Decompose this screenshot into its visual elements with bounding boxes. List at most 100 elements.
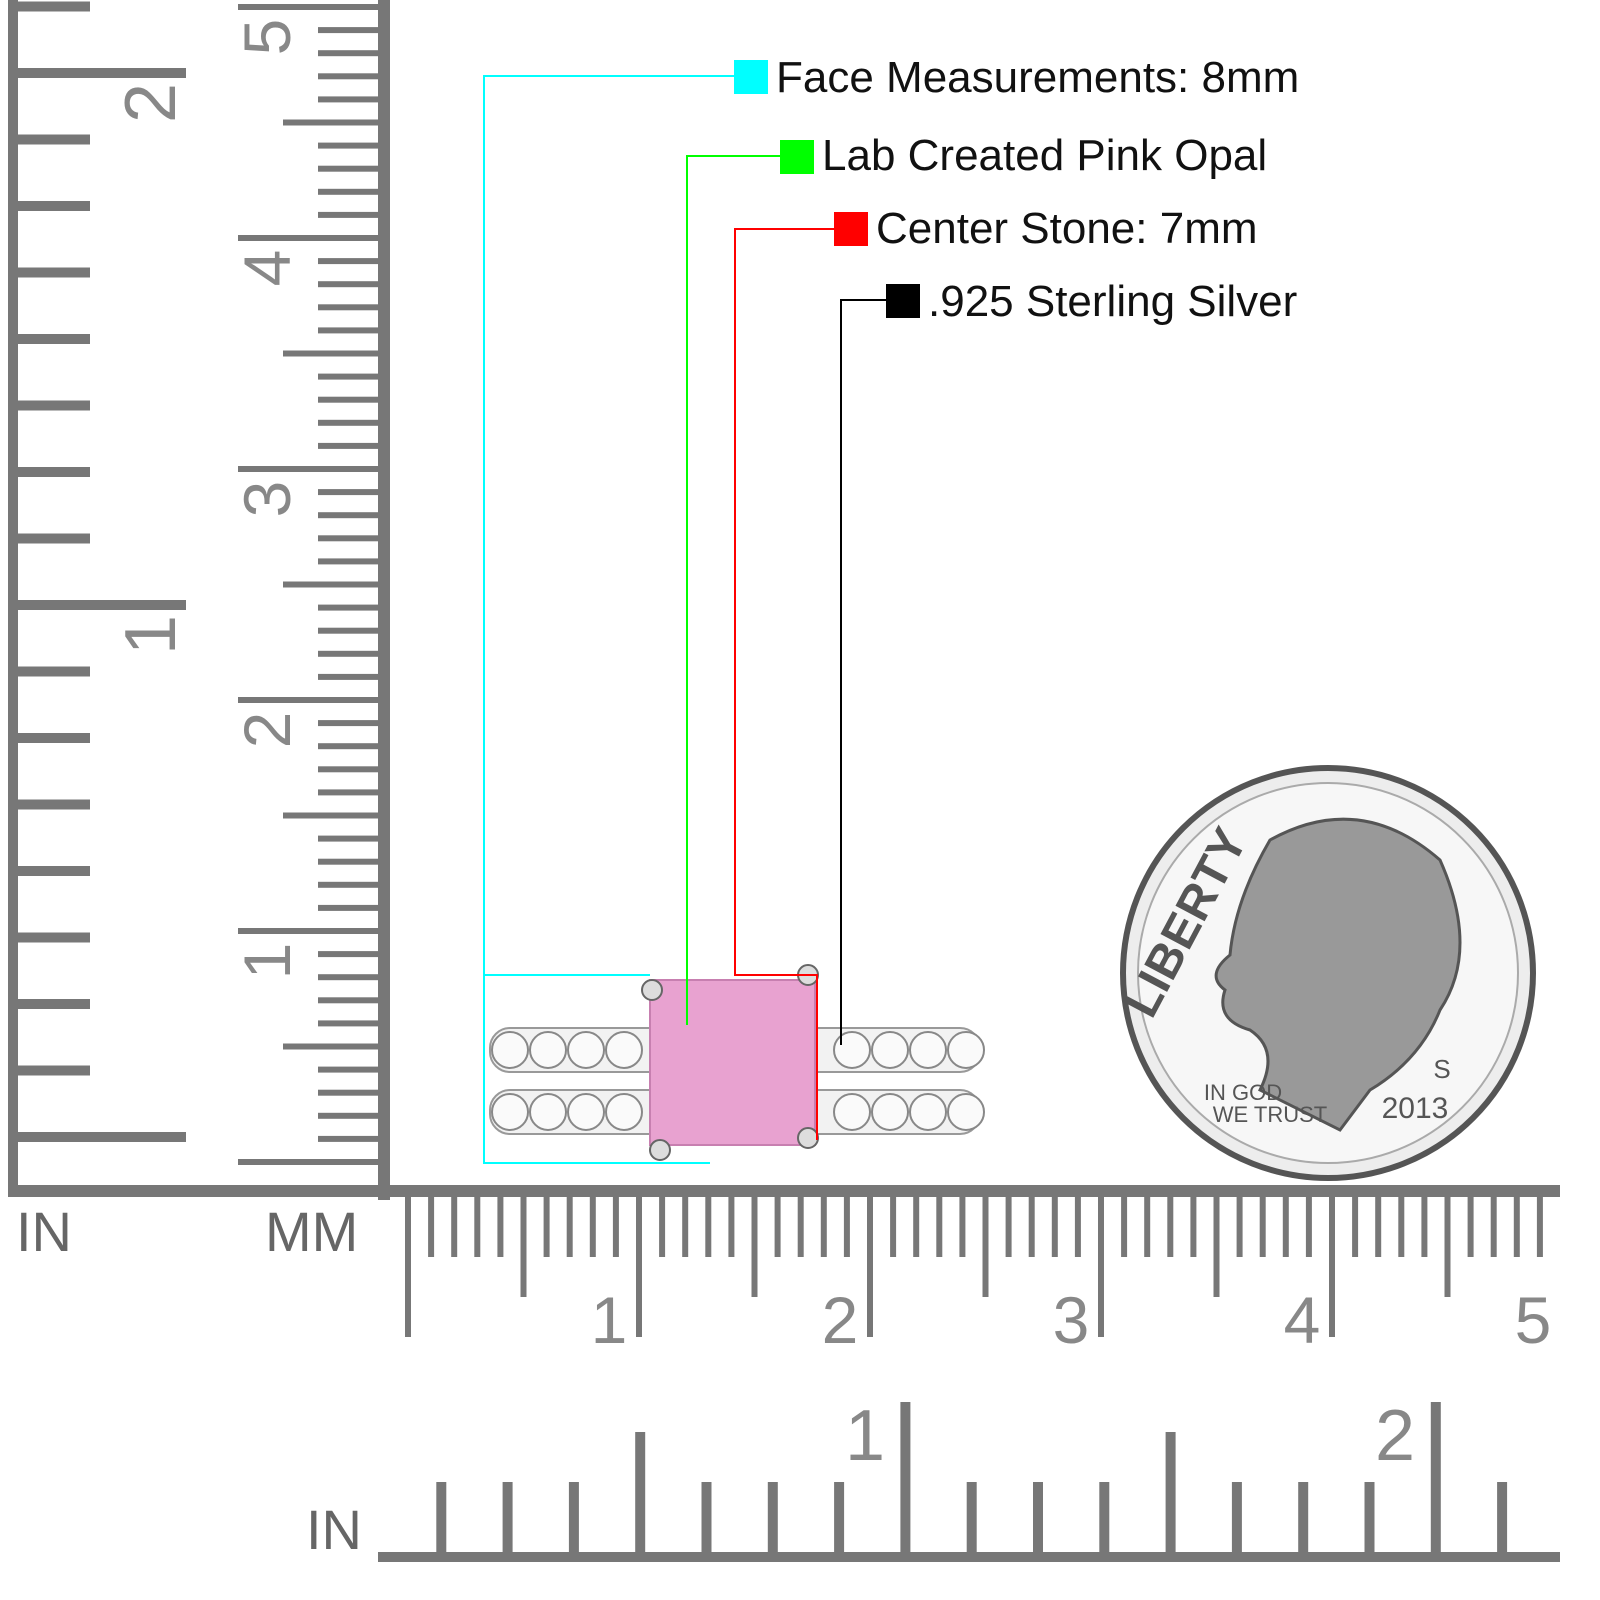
left-mm-unit-label: MM [265,1200,359,1263]
left-mm-tick [283,119,378,126]
bottom-mm-tick [820,1197,827,1257]
left-cm-number: 2 [230,712,304,749]
bottom-mm-tick [1490,1197,1497,1257]
side-stone [909,1031,947,1069]
bottom-inch-unit-label: IN [306,1498,362,1561]
left-cm-number: 4 [230,250,304,287]
left-mm-tick [318,258,378,265]
bottom-mm-tick [1213,1197,1220,1297]
side-stone [909,1093,947,1131]
bottom-mm-tick [1398,1197,1405,1257]
bottom-mm-tick [497,1197,504,1257]
left-cm-number: 3 [230,481,304,518]
left-mm-tick [318,96,378,103]
bottom-mm-tick [566,1197,573,1257]
side-stone [605,1093,643,1131]
bottom-mm-tick [1190,1197,1197,1257]
left-mm-tick [318,720,378,727]
left-mm-tick [318,858,378,865]
left-inch-tick [18,866,90,876]
bottom-mm-tick [797,1197,804,1257]
bottom-cm-number: 3 [1053,1283,1090,1357]
bottom-mm-tick [1282,1197,1289,1257]
left-inch-tick [18,334,90,344]
left-mm-tick [238,1159,378,1165]
face-measurement-leader [483,75,734,1164]
bottom-mm-tick [959,1197,966,1257]
callout-center-stone: Center Stone: 7mm [876,204,1258,253]
bottom-mm-tick [1467,1197,1474,1257]
left-inch-tick [18,733,90,743]
left-mm-tick [318,835,378,842]
prong [649,1139,671,1161]
side-stone [947,1031,985,1069]
bottom-ruler-edge [378,1552,1560,1562]
left-mm-tick [318,27,378,34]
left-mm-tick [318,188,378,195]
bottom-mm-tick [1121,1197,1128,1257]
bottom-mm-tick [636,1197,642,1337]
bottom-inch-number: 2 [1375,1396,1415,1476]
left-mm-tick [318,304,378,311]
side-stone [529,1031,567,1069]
bottom-inch-tick [568,1482,579,1552]
left-mm-tick [318,673,378,680]
bottom-mm-tick [1005,1197,1012,1257]
left-inch-tick [18,134,90,145]
left-mm-tick [318,766,378,773]
side-stone [833,1093,871,1131]
bottom-mm-tick [913,1197,920,1257]
bottom-mm-tick [1444,1197,1451,1297]
left-mm-tick [318,997,378,1004]
bottom-inch-tick [1033,1482,1043,1552]
bottom-inch-tick [1231,1482,1242,1552]
bottom-mm-tick [1144,1197,1151,1257]
bottom-mm-tick [890,1197,897,1257]
left-inch-tick [18,799,90,810]
side-stone [871,1031,909,1069]
bottom-mm-tick [474,1197,481,1257]
coin-motto-line2: WE TRUST [1213,1102,1327,1127]
left-inch-tick [18,666,90,677]
side-stone [947,1093,985,1131]
bottom-inch-tick [635,1432,646,1552]
bottom-mm-tick [589,1197,596,1257]
left-inch-tick [18,1065,90,1076]
left-mm-tick [318,50,378,57]
left-mm-tick [318,373,378,380]
bottom-mm-tick [1074,1197,1081,1257]
left-mm-tick [318,489,378,496]
prong [797,1127,819,1149]
bottom-mm-tick [1259,1197,1266,1257]
bottom-ruler-spine [8,1185,1560,1197]
left-inch-tick [18,467,90,477]
bottom-mm-tick [728,1197,735,1257]
center-stone-swatch [834,212,868,246]
left-mm-tick [318,512,378,519]
left-mm-tick [318,442,378,449]
callout-material: Lab Created Pink Opal [822,131,1268,180]
prong [641,979,663,1001]
left-inch-tick [18,201,90,211]
bottom-inch-tick [1298,1482,1309,1552]
bottom-cm-number: 1 [591,1283,628,1357]
side-stone [833,1031,871,1069]
side-stone [491,1093,529,1131]
left-cm-number: 1 [230,943,304,980]
roosevelt-portrait [1214,817,1462,1132]
left-mm-tick [238,466,378,472]
left-inch-number: 1 [111,615,191,655]
left-inch-unit-label: IN [16,1200,72,1263]
bottom-inch-tick [1364,1482,1375,1552]
bottom-mm-tick [1305,1197,1312,1257]
left-inch-tick [18,1132,186,1142]
bottom-mm-tick [1375,1197,1382,1257]
bottom-inch-tick [502,1482,513,1552]
side-stone [491,1031,529,1069]
left-mm-tick [318,951,378,958]
bottom-mm-tick [612,1197,619,1257]
material-swatch [780,140,814,174]
bottom-mm-tick [682,1197,689,1257]
left-mm-tick [318,558,378,565]
left-mm-tick [238,697,378,703]
